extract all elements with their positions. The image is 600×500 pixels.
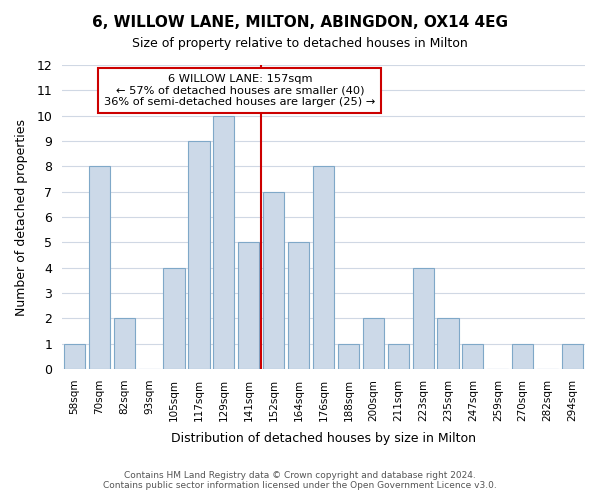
Bar [362, 318, 384, 369]
Bar [113, 318, 135, 369]
Y-axis label: Number of detached properties: Number of detached properties [15, 118, 28, 316]
Bar [288, 242, 309, 369]
Text: 6, WILLOW LANE, MILTON, ABINGDON, OX14 4EG: 6, WILLOW LANE, MILTON, ABINGDON, OX14 4… [92, 15, 508, 30]
Bar [338, 344, 359, 369]
Bar [437, 318, 458, 369]
Bar [89, 166, 110, 369]
Bar [562, 344, 583, 369]
X-axis label: Distribution of detached houses by size in Milton: Distribution of detached houses by size … [171, 432, 476, 445]
Bar [188, 141, 209, 369]
Text: Contains HM Land Registry data © Crown copyright and database right 2024.
Contai: Contains HM Land Registry data © Crown c… [103, 470, 497, 490]
Text: 6 WILLOW LANE: 157sqm
← 57% of detached houses are smaller (40)
36% of semi-deta: 6 WILLOW LANE: 157sqm ← 57% of detached … [104, 74, 376, 108]
Bar [313, 166, 334, 369]
Bar [213, 116, 235, 369]
Bar [64, 344, 85, 369]
Text: Size of property relative to detached houses in Milton: Size of property relative to detached ho… [132, 38, 468, 51]
Bar [163, 268, 185, 369]
Bar [263, 192, 284, 369]
Bar [238, 242, 259, 369]
Bar [512, 344, 533, 369]
Bar [413, 268, 434, 369]
Bar [388, 344, 409, 369]
Bar [463, 344, 484, 369]
